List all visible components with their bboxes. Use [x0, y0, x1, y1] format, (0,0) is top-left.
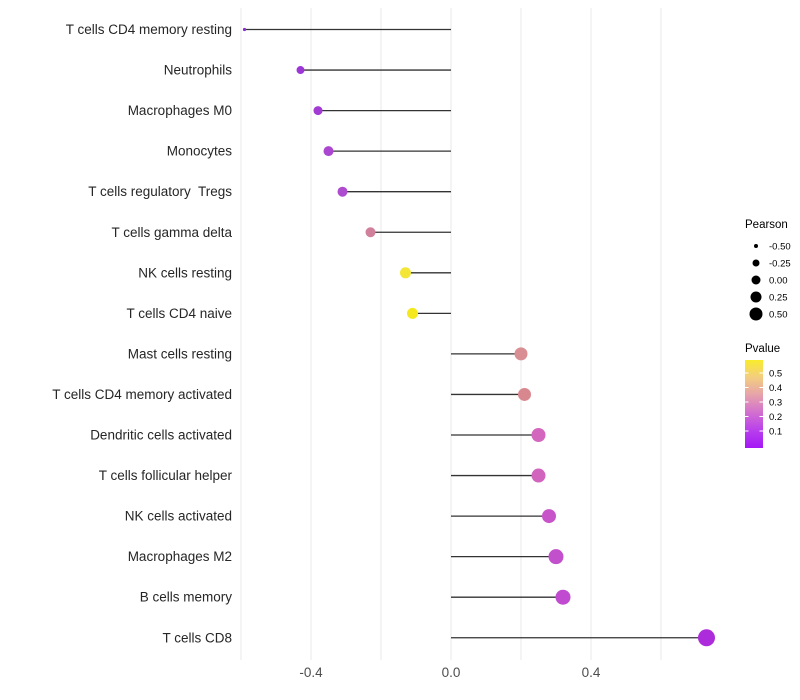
lollipop-dot: [514, 347, 528, 361]
lollipop-row: T cells follicular helper: [99, 468, 546, 483]
lollipop-dot: [400, 267, 411, 279]
category-label: Mast cells resting: [128, 346, 232, 361]
pearson-size-legend: Pearson -0.50 -0.25 0.00 0.25 0.50: [745, 219, 791, 321]
category-label: T cells CD4 naive: [126, 306, 232, 321]
category-label: T cells CD4 memory activated: [52, 387, 232, 402]
lollipop-row: T cells CD4 memory resting: [66, 22, 451, 37]
lollipop-dot: [531, 468, 546, 483]
category-label: Macrophages M2: [128, 549, 232, 564]
lollipop-row: Monocytes: [167, 144, 451, 159]
category-label: Macrophages M0: [128, 103, 232, 118]
lollipop-row: T cells CD4 memory activated: [52, 387, 531, 402]
category-label: T cells gamma delta: [111, 225, 232, 240]
size-legend-label: -0.25: [769, 259, 791, 270]
category-label: Monocytes: [167, 144, 233, 159]
category-label: T cells regulatory Tregs: [88, 184, 232, 199]
x-axis-tick-labels: -0.4 0.0 0.4: [299, 665, 601, 680]
lollipop-dot: [518, 387, 531, 401]
size-legend-dot: [754, 244, 758, 248]
category-label: NK cells resting: [138, 265, 232, 280]
size-legend-label: 0.00: [769, 276, 788, 287]
lollipop-dot: [555, 589, 571, 605]
category-label: NK cells activated: [125, 509, 232, 524]
lollipop-dot: [242, 27, 247, 32]
category-label: T cells follicular helper: [99, 468, 233, 483]
size-legend-label: 0.50: [769, 310, 788, 321]
gridlines: [240, 8, 662, 660]
lollipop-row: Dendritic cells activated: [90, 428, 546, 443]
category-label: T cells CD8: [162, 630, 232, 645]
lollipop-dot: [542, 509, 556, 524]
lollipop-row: B cells memory: [140, 589, 571, 605]
lollipop-dot: [531, 428, 546, 442]
lollipop-rows: T cells CD4 memory resting Neutrophils Mac…: [52, 22, 715, 647]
lollipop-dot: [365, 227, 376, 238]
lollipop-row: NK cells activated: [125, 509, 556, 524]
colorbar-tick-label: 0.1: [769, 427, 782, 438]
pvalue-colorbar-ticks: 0.5 0.4 0.3 0.2 0.1: [745, 369, 782, 438]
lollipop-row: T cells regulatory Tregs: [88, 184, 451, 199]
colorbar-tick-label: 0.3: [769, 398, 782, 409]
size-legend-dot: [752, 259, 760, 267]
size-legend-label: -0.50: [769, 242, 791, 253]
size-legend-dot: [750, 291, 762, 303]
pvalue-color-legend: Pvalue 0.5 0.4 0.3 0.2 0.1: [745, 343, 782, 448]
lollipop-dot: [548, 549, 564, 565]
size-legend-dot: [751, 275, 761, 285]
lollipop-dot: [296, 66, 305, 75]
lollipop-dot: [407, 307, 418, 319]
category-label: Neutrophils: [164, 63, 233, 78]
lollipop-row: T cells gamma delta: [111, 225, 451, 240]
pearson-legend-title: Pearson: [745, 219, 788, 231]
x-tick-label: -0.4: [299, 665, 323, 680]
category-label: Dendritic cells activated: [90, 428, 232, 443]
colorbar-tick-label: 0.2: [769, 412, 782, 423]
colorbar-tick-label: 0.4: [769, 383, 782, 394]
colorbar-tick-label: 0.5: [769, 369, 782, 380]
size-legend-dot: [749, 307, 763, 321]
lollipop-dot: [337, 186, 348, 197]
pvalue-legend-title: Pvalue: [745, 343, 780, 355]
category-label: T cells CD4 memory resting: [66, 22, 232, 37]
x-tick-label: 0.4: [582, 665, 601, 680]
lollipop-dot: [323, 146, 334, 157]
size-legend-label: 0.25: [769, 293, 788, 304]
pearson-legend-entries: -0.50 -0.25 0.00 0.25 0.50: [749, 242, 791, 321]
lollipop-row: Neutrophils: [164, 63, 451, 78]
lollipop-row: T cells CD4 naive: [126, 306, 451, 321]
pvalue-colorbar: [745, 360, 763, 448]
lollipop-row: Macrophages M0: [128, 103, 451, 118]
lollipop-row: Macrophages M2: [128, 549, 564, 565]
lollipop-dot: [313, 106, 323, 116]
lollipop-row: T cells CD8: [162, 629, 715, 647]
lollipop-row: Mast cells resting: [128, 346, 528, 361]
category-label: B cells memory: [140, 590, 233, 605]
lollipop-row: NK cells resting: [138, 265, 451, 280]
x-tick-label: 0.0: [442, 665, 461, 680]
lollipop-dot: [698, 629, 715, 647]
